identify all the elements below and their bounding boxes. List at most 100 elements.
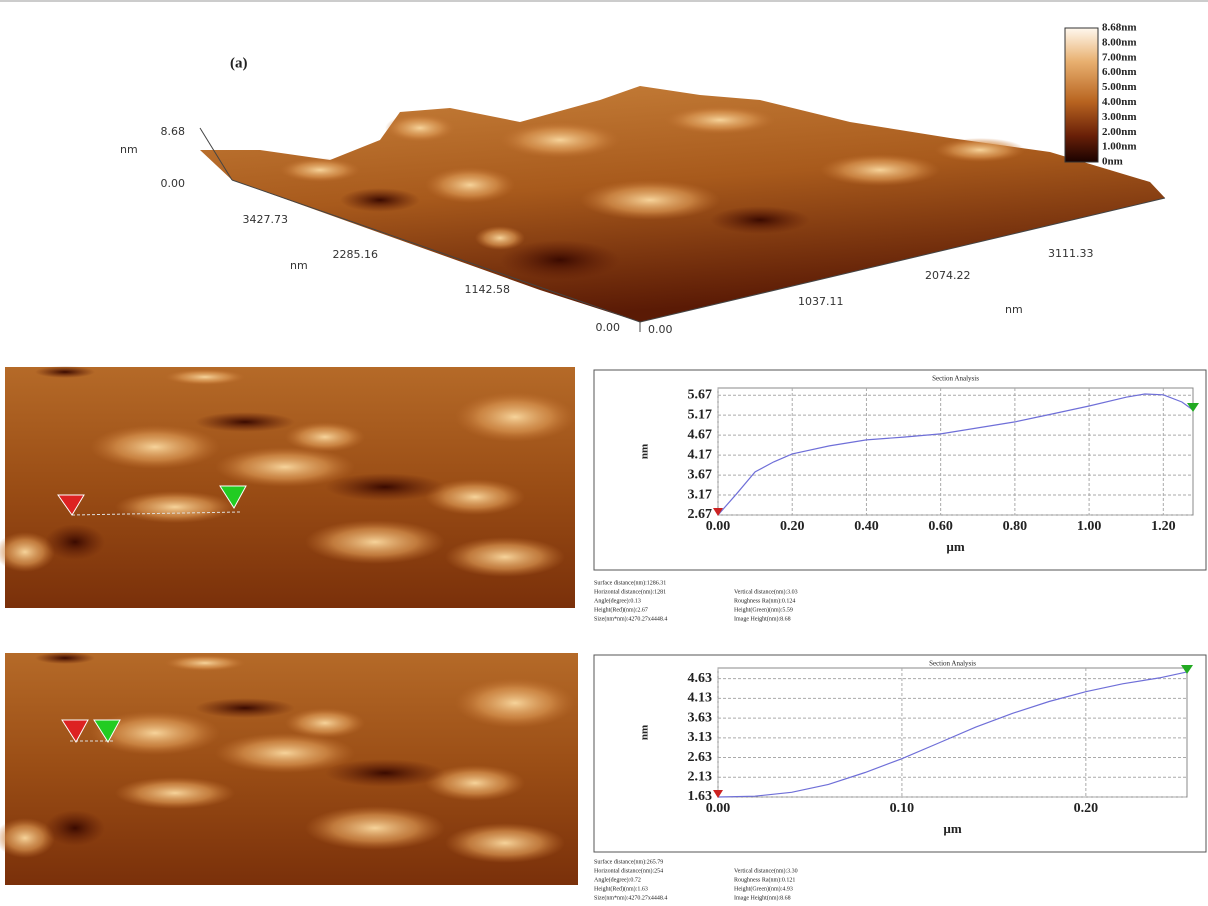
colorbar-label: 0nm: [1102, 156, 1123, 168]
x-axis-label: µm: [946, 539, 964, 554]
y-tick-label: 3.67: [688, 467, 713, 482]
x-tick: 2074.22: [925, 269, 971, 282]
surface-shadow: [500, 240, 620, 280]
x-tick: 0.00: [648, 323, 673, 336]
section-info: Image Height(nm):8.68: [734, 894, 791, 901]
y-tick: 3427.73: [243, 213, 289, 226]
colorbar-label: 7.00nm: [1102, 51, 1137, 63]
y-tick-label: 4.63: [688, 671, 713, 686]
colorbar-label: 3.00nm: [1102, 111, 1137, 123]
figure: (a) 8.68 nm 0.00 3427.73 2285.16 1142.58…: [0, 0, 1208, 906]
section-info: Surface distance(nm):265.79: [594, 858, 663, 865]
chart-title: Section Analysis: [929, 660, 976, 668]
topography-valley: [45, 810, 105, 846]
y-tick-label: 4.67: [688, 427, 713, 442]
y-tick-label: 5.17: [688, 407, 713, 422]
x-axis-label: µm: [943, 821, 961, 836]
x-tick: 3111.33: [1048, 247, 1094, 260]
z-bottom: 0.00: [161, 177, 186, 190]
section-info: Image Height(nm):8.68: [734, 615, 791, 622]
chart-title: Section Analysis: [932, 375, 979, 383]
section-info: Horizontal distance(nm):254: [594, 867, 663, 874]
x-tick-label: 0.20: [1074, 801, 1099, 816]
y-tick-label: 5.67: [688, 387, 713, 402]
topography-peak: [165, 369, 245, 385]
topography-valley: [45, 524, 105, 560]
colorbar-label: 4.00nm: [1102, 96, 1137, 108]
x-tick-label: 0.80: [1003, 519, 1028, 534]
section-info: Height(Red)(nm):1.63: [594, 885, 648, 892]
y-unit: nm: [290, 259, 308, 272]
topography-valley: [325, 759, 445, 787]
section-info: Vertical distance(nm):3.03: [734, 588, 798, 595]
y-tick: 1142.58: [465, 283, 511, 296]
colorbar-label: 8.68nm: [1102, 22, 1137, 34]
section-info: Surface distance(nm):1286.31: [594, 579, 666, 586]
y-tick-label: 2.63: [688, 750, 713, 765]
colorbar-label: 5.00nm: [1102, 81, 1137, 93]
surface-highlight: [935, 138, 1025, 162]
surface-highlight: [385, 114, 455, 142]
y-tick-label: 3.17: [688, 487, 713, 502]
colorbar: [1065, 28, 1098, 162]
colorbar-label: 2.00nm: [1102, 126, 1137, 138]
topography-peak: [445, 537, 565, 577]
surface-3d: (a) 8.68 nm 0.00 3427.73 2285.16 1142.58…: [120, 28, 1165, 336]
surface-highlight: [500, 122, 620, 158]
surface-highlight: [425, 167, 515, 203]
topography-peak: [305, 520, 445, 564]
y-axis-label: nm: [639, 725, 651, 740]
section-info: Horizontal distance(nm):1281: [594, 588, 666, 595]
surface-highlight: [820, 154, 940, 186]
topography-peak: [115, 777, 235, 809]
y-tick-label: 4.17: [688, 447, 713, 462]
afm-image: [0, 366, 575, 608]
topography-peak: [305, 806, 445, 850]
section-info: Vertical distance(nm):3.30: [734, 867, 798, 874]
z-unit: nm: [120, 143, 138, 156]
topography-peak: [445, 823, 565, 863]
colorbar-label: 1.00nm: [1102, 141, 1137, 153]
x-tick-label: 0.00: [706, 801, 731, 816]
panel-label: (a): [230, 55, 248, 71]
surface-highlight: [665, 106, 775, 134]
surface-shadow: [340, 188, 420, 212]
section-info: Height(Green)(nm):4.93: [734, 885, 793, 892]
section-info: Angle(degree):0.13: [594, 597, 641, 604]
topography-valley: [195, 412, 295, 432]
x-tick-label: 0.20: [780, 519, 805, 534]
y-tick-label: 2.13: [688, 769, 713, 784]
section-info: Size(nm*nm):4270.27x4448.4: [594, 615, 667, 622]
colorbar-label: 6.00nm: [1102, 66, 1137, 78]
surface-highlight: [580, 180, 720, 220]
section-info: Roughness Ra(nm):0.121: [734, 876, 795, 883]
y-tick-label: 3.63: [688, 710, 713, 725]
x-tick-label: 0.10: [890, 801, 915, 816]
section-info: Size(nm*nm):4270.27x4448.4: [594, 894, 667, 901]
z-top: 8.68: [161, 125, 186, 138]
afm-image: [0, 652, 578, 885]
topography-valley: [35, 366, 95, 378]
section-info: Angle(degree):0.72: [594, 876, 641, 883]
x-tick-label: 0.60: [928, 519, 953, 534]
topography-peak: [90, 425, 220, 469]
section-info: Height(Green)(nm):5.59: [734, 606, 793, 613]
chart-frame: [594, 655, 1206, 852]
x-tick: 1037.11: [798, 295, 844, 308]
x-unit: nm: [1005, 303, 1023, 316]
section-info: Roughness Ra(nm):0.124: [734, 597, 795, 604]
x-tick-label: 0.40: [854, 519, 879, 534]
x-tick-label: 1.20: [1151, 519, 1176, 534]
topography-peak: [455, 678, 575, 728]
y-tick: 2285.16: [333, 248, 379, 261]
surface-shadow: [710, 206, 810, 234]
topography-valley: [325, 473, 445, 501]
section-info: Height(Red)(nm):2.67: [594, 606, 648, 613]
colorbar-label: 8.00nm: [1102, 36, 1137, 48]
y-axis-label: nm: [639, 444, 651, 459]
x-tick-label: 0.00: [706, 519, 731, 534]
topography-peak: [455, 392, 575, 442]
y-tick-label: 3.13: [688, 730, 713, 745]
topography-peak: [115, 491, 235, 523]
topography-valley: [35, 652, 95, 664]
